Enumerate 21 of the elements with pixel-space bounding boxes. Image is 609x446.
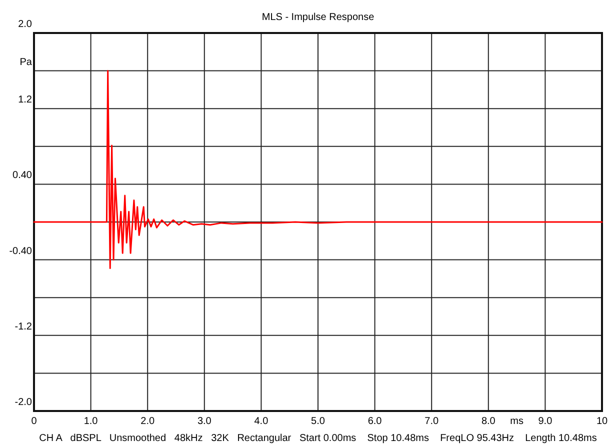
y-tick-label: 0.40 <box>12 170 32 182</box>
y-tick-label: Pa <box>20 56 32 68</box>
x-axis-title: ms <box>510 416 524 427</box>
x-tick-label: 3.0 <box>197 416 212 427</box>
x-tick-label: 10 <box>596 416 608 427</box>
x-tick-label: 7.0 <box>424 416 439 427</box>
x-tick-label: 0 <box>31 416 38 427</box>
x-tick-label: 6.0 <box>368 416 382 427</box>
x-tick-label: 9.0 <box>538 416 553 427</box>
text: CH A dBSPL Unsmoothed 48kHz 32K Rectangular Start 0.00ms Stop 10.48ms FreqLO 95.43Hz Length 10.48ms <box>39 433 597 444</box>
y-tick-label: -1.2 <box>14 321 32 332</box>
x-tick-label: 8.0 <box>481 416 496 427</box>
x-tick-label: 2.0 <box>140 416 155 427</box>
y-tick-label: -2.0 <box>14 397 32 408</box>
y-tick-label: 1.2 <box>18 94 32 106</box>
x-tick-label: 4.0 <box>254 416 269 427</box>
x-tick-label: 5.0 <box>311 416 326 427</box>
y-tick-label: 2.0 <box>18 19 32 30</box>
x-tick-label: 1.0 <box>84 416 98 427</box>
chart-title: MLS - Impulse Response <box>262 12 375 23</box>
y-tick-label: -0.40 <box>9 246 32 257</box>
